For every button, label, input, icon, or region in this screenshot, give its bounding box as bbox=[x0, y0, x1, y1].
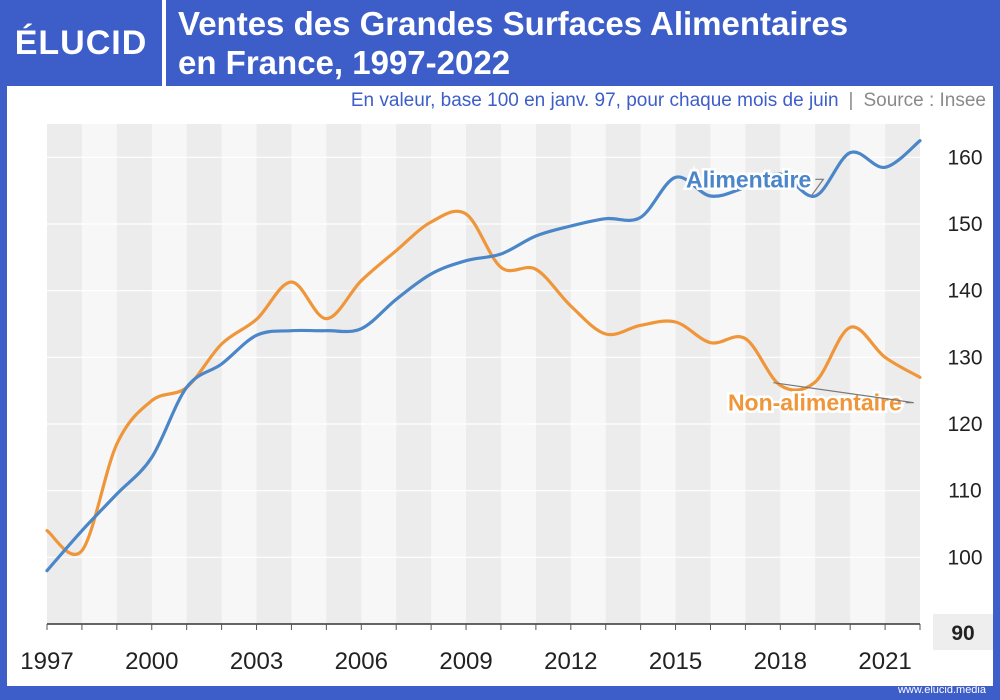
footer-site: www.elucid.media bbox=[897, 684, 986, 696]
x-tick-label: 2021 bbox=[858, 648, 911, 675]
header: ÉLUCID Ventes des Grandes Surfaces Alime… bbox=[0, 0, 1000, 86]
year-band bbox=[116, 124, 152, 624]
y-tick-label: 160 bbox=[947, 146, 982, 169]
y-min-box bbox=[933, 614, 993, 650]
year-band bbox=[47, 124, 82, 624]
logo-divider bbox=[162, 0, 166, 86]
y-tick-label: 140 bbox=[947, 280, 982, 303]
year-band bbox=[745, 124, 781, 624]
x-tick-label: 2015 bbox=[649, 648, 702, 675]
line-chart: 9010011012013014015016090199720002003200… bbox=[20, 124, 993, 675]
y-tick-label: 120 bbox=[947, 413, 982, 436]
y-tick-label: 100 bbox=[947, 546, 982, 569]
year-band bbox=[535, 124, 571, 624]
x-tick-label: 2012 bbox=[544, 648, 597, 675]
x-tick-label: 2003 bbox=[230, 648, 283, 675]
series-label-non-alimentaire: Non-alimentaire bbox=[728, 390, 902, 416]
y-tick-label: 130 bbox=[947, 346, 982, 369]
leader-line bbox=[773, 382, 914, 404]
year-band bbox=[256, 124, 292, 624]
series-line-alimentaire bbox=[45, 139, 922, 573]
chart-subtitle: En valeur, base 100 en janv. 97, pour ch… bbox=[350, 90, 839, 111]
y-tick-label-min: 90 bbox=[951, 622, 974, 645]
year-band bbox=[466, 124, 501, 624]
year-band bbox=[396, 124, 432, 624]
subtitle-row: En valeur, base 100 en janv. 97, pour ch… bbox=[0, 90, 986, 112]
x-tick-label: 2009 bbox=[439, 648, 492, 675]
series-label-alimentaire: Alimentaire bbox=[686, 166, 811, 192]
year-band bbox=[605, 124, 641, 624]
title-line-2: en France, 1997-2022 bbox=[178, 44, 511, 81]
y-tick-label: 150 bbox=[947, 213, 982, 236]
chart-title: Ventes des Grandes Surfaces Alimentaires… bbox=[178, 4, 978, 82]
leader-line bbox=[811, 178, 825, 196]
source-label: Source : Insee bbox=[863, 90, 986, 111]
title-line-1: Ventes des Grandes Surfaces Alimentaires bbox=[178, 5, 849, 42]
y-tick-label: 110 bbox=[948, 480, 981, 503]
x-tick-label: 1997 bbox=[20, 648, 73, 675]
elucid-logo: ÉLUCID bbox=[14, 23, 148, 62]
footer-band bbox=[0, 686, 1000, 700]
x-tick-label: 2006 bbox=[335, 648, 388, 675]
subtitle-separator: | bbox=[848, 90, 854, 111]
x-tick-label: 2018 bbox=[754, 648, 807, 675]
year-band bbox=[675, 124, 711, 624]
x-tick-label: 2000 bbox=[125, 648, 178, 675]
year-band bbox=[326, 124, 362, 624]
